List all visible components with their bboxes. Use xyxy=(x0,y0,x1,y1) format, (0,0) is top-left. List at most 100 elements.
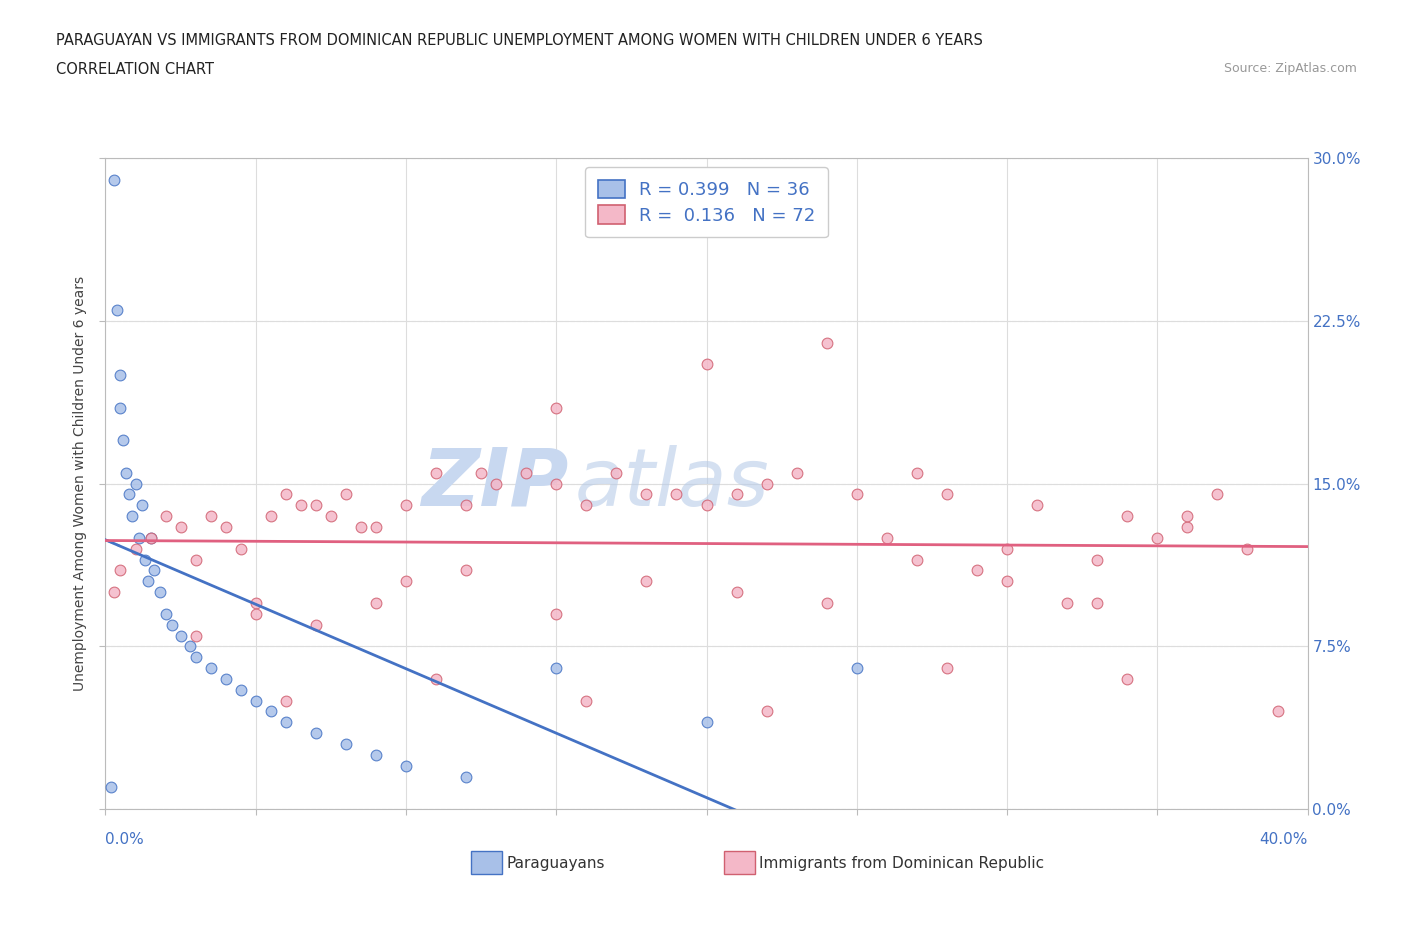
Point xyxy=(995,574,1018,589)
Point xyxy=(456,498,478,512)
Point xyxy=(456,563,478,578)
Point xyxy=(100,780,122,795)
Point xyxy=(1116,509,1139,524)
Text: Source: ZipAtlas.com: Source: ZipAtlas.com xyxy=(1223,62,1357,75)
Point xyxy=(1146,530,1168,545)
Point xyxy=(546,400,568,415)
Legend: R = 0.399   N = 36, R =  0.136   N = 72: R = 0.399 N = 36, R = 0.136 N = 72 xyxy=(585,167,828,237)
Point xyxy=(575,693,598,708)
Text: ZIP: ZIP xyxy=(420,445,568,523)
Y-axis label: Unemployment Among Women with Children Under 6 years: Unemployment Among Women with Children U… xyxy=(73,276,87,691)
Point xyxy=(110,400,132,415)
Point xyxy=(1085,552,1108,567)
Point xyxy=(425,465,447,480)
Point xyxy=(755,476,778,491)
Point xyxy=(395,498,418,512)
Point xyxy=(725,585,748,600)
Point xyxy=(139,530,162,545)
Point xyxy=(876,530,898,545)
Point xyxy=(456,769,478,784)
Point xyxy=(290,498,312,512)
Point xyxy=(1267,704,1289,719)
Point xyxy=(179,639,201,654)
Point xyxy=(128,530,150,545)
Point xyxy=(274,487,297,502)
Point xyxy=(605,465,627,480)
Point xyxy=(142,563,165,578)
Text: 40.0%: 40.0% xyxy=(1260,832,1308,847)
Text: Immigrants from Dominican Republic: Immigrants from Dominican Republic xyxy=(759,856,1045,870)
Point xyxy=(636,574,658,589)
Point xyxy=(305,498,328,512)
Point xyxy=(260,704,283,719)
Point xyxy=(107,302,129,317)
Point xyxy=(319,509,342,524)
Point xyxy=(1175,520,1198,535)
Point xyxy=(1206,487,1229,502)
Point xyxy=(184,552,207,567)
Point xyxy=(364,595,387,610)
Text: 0.0%: 0.0% xyxy=(105,832,145,847)
Point xyxy=(815,595,838,610)
Point xyxy=(1175,509,1198,524)
Point xyxy=(245,693,267,708)
Point xyxy=(305,618,328,632)
Point xyxy=(169,520,191,535)
Point xyxy=(966,563,988,578)
Point xyxy=(936,487,959,502)
Point xyxy=(131,498,153,512)
Point xyxy=(786,465,808,480)
Point xyxy=(470,465,492,480)
Point xyxy=(1026,498,1049,512)
Point xyxy=(148,585,170,600)
Point xyxy=(515,465,537,480)
Point xyxy=(200,660,222,675)
Point xyxy=(575,498,598,512)
Point xyxy=(755,704,778,719)
Point xyxy=(845,660,868,675)
Point xyxy=(995,541,1018,556)
Point xyxy=(546,660,568,675)
Point xyxy=(110,563,132,578)
Point xyxy=(260,509,283,524)
Point xyxy=(485,476,508,491)
Point xyxy=(103,585,125,600)
Point xyxy=(364,748,387,763)
Point xyxy=(305,725,328,740)
Text: PARAGUAYAN VS IMMIGRANTS FROM DOMINICAN REPUBLIC UNEMPLOYMENT AMONG WOMEN WITH C: PARAGUAYAN VS IMMIGRANTS FROM DOMINICAN … xyxy=(56,33,983,47)
Point xyxy=(103,172,125,187)
Point xyxy=(1056,595,1078,610)
Point xyxy=(1085,595,1108,610)
Point xyxy=(815,335,838,350)
Point xyxy=(696,715,718,730)
Point xyxy=(121,509,143,524)
Point xyxy=(546,476,568,491)
Point xyxy=(214,520,236,535)
Point xyxy=(335,487,357,502)
Point xyxy=(245,595,267,610)
Point xyxy=(905,465,928,480)
Point xyxy=(134,552,156,567)
Point xyxy=(395,758,418,773)
Point xyxy=(696,498,718,512)
Point xyxy=(665,487,688,502)
Point xyxy=(214,671,236,686)
Point xyxy=(115,465,138,480)
Point xyxy=(1236,541,1258,556)
Point xyxy=(905,552,928,567)
Point xyxy=(184,650,207,665)
Text: atlas: atlas xyxy=(574,445,769,523)
Point xyxy=(124,476,146,491)
Point xyxy=(124,541,146,556)
Point xyxy=(136,574,159,589)
Point xyxy=(364,520,387,535)
Point xyxy=(335,737,357,751)
Point xyxy=(274,715,297,730)
Point xyxy=(274,693,297,708)
Text: CORRELATION CHART: CORRELATION CHART xyxy=(56,62,214,77)
Point xyxy=(725,487,748,502)
Point xyxy=(936,660,959,675)
Point xyxy=(229,683,252,698)
Point xyxy=(350,520,373,535)
Point xyxy=(425,671,447,686)
